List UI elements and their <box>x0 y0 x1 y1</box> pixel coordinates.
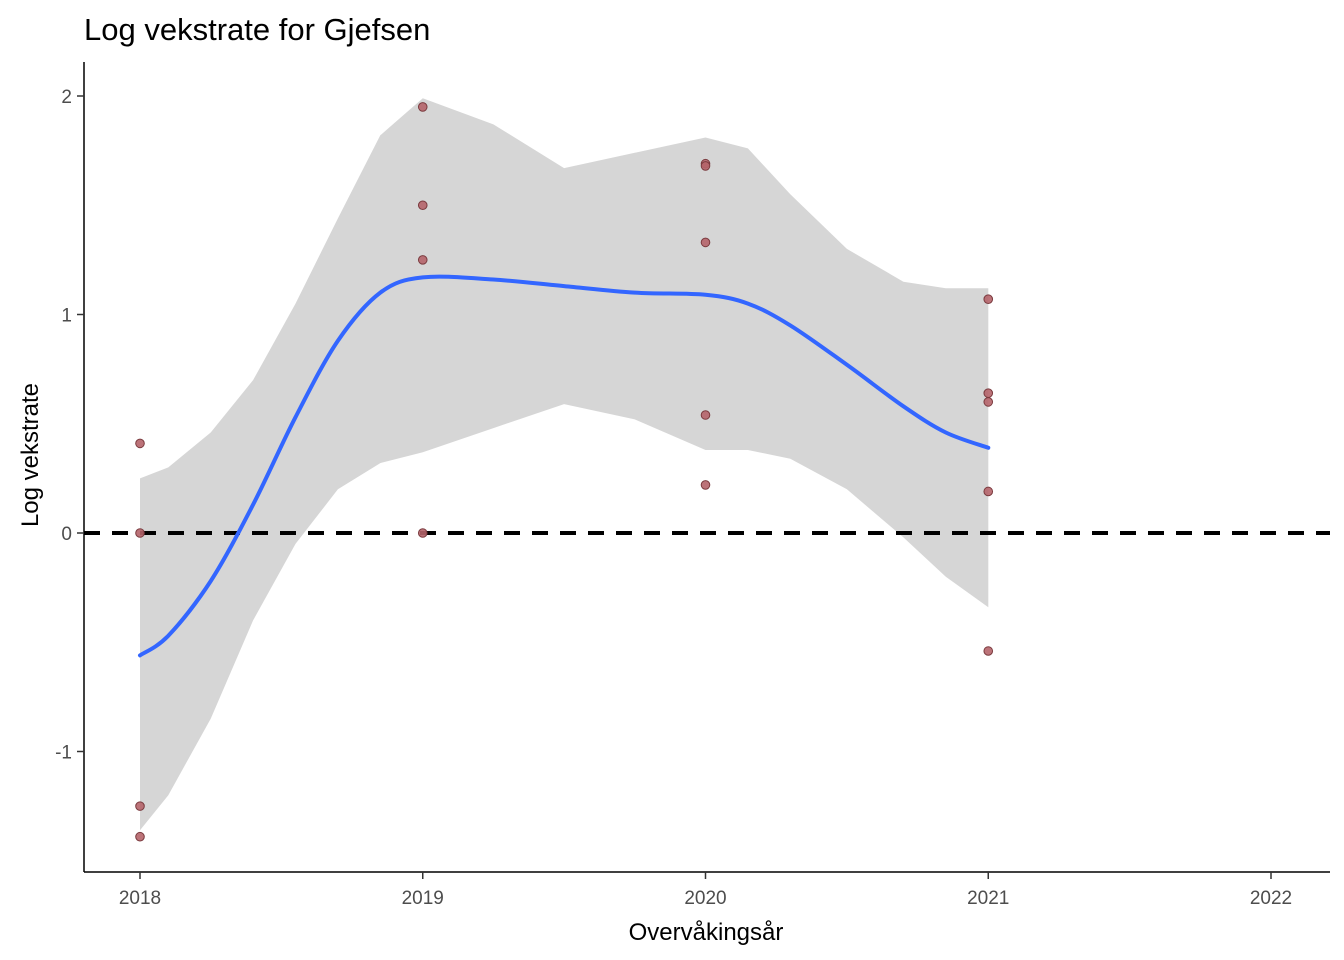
data-point-3 <box>135 801 145 811</box>
x-tick-label-2022: 2022 <box>1250 888 1292 909</box>
data-point-18 <box>983 646 994 656</box>
smooth-trend-line <box>138 274 991 658</box>
data-point-8 <box>417 528 428 538</box>
y-axis-title: Log vekstrate <box>17 383 44 527</box>
y-tick-label-2: 2 <box>61 87 72 108</box>
x-tick-label-2020: 2020 <box>684 888 726 909</box>
data-point-12 <box>700 410 711 420</box>
data-point-1 <box>135 438 145 449</box>
y-tick-label-0: 0 <box>61 524 72 545</box>
data-point-17 <box>983 486 994 497</box>
data-point-16 <box>983 397 994 407</box>
chart-title: Log vekstrate for Gjefsen <box>84 12 430 47</box>
x-axis-title: Overvåkingsår <box>629 919 784 946</box>
axes: 2018 2019 2020 2021 2022 -1 0 1 2 <box>55 62 1330 909</box>
data-point-10 <box>700 161 711 171</box>
data-point-14 <box>983 294 994 305</box>
data-point-7 <box>417 255 428 265</box>
data-point-4 <box>135 831 145 842</box>
plot-area <box>84 98 1330 842</box>
data-point-2 <box>135 528 145 538</box>
data-point-15 <box>983 388 994 398</box>
data-point-5 <box>417 102 428 112</box>
data-point-13 <box>700 480 711 490</box>
x-tick-label-2019: 2019 <box>402 888 444 909</box>
data-point-6 <box>417 200 428 211</box>
x-tick-label-2021: 2021 <box>967 888 1009 909</box>
y-tick-label--1: -1 <box>55 743 72 764</box>
y-tick-label-1: 1 <box>61 306 72 327</box>
confidence-band <box>140 98 989 831</box>
data-point-11 <box>700 237 711 248</box>
x-tick-label-2018: 2018 <box>119 888 161 909</box>
